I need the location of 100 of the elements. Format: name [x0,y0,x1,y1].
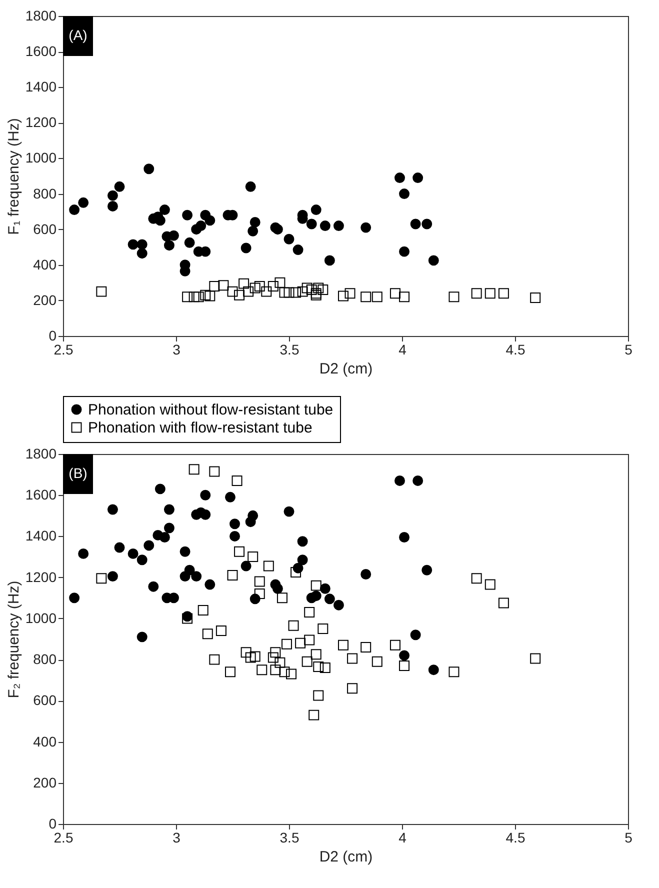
point [310,580,322,591]
point [310,649,322,660]
point [448,666,460,678]
point [144,164,154,174]
point [238,278,250,289]
point [78,197,89,208]
point [372,656,382,667]
y-axis-title: F₁ frequency (Hz) [5,118,22,235]
y-tick-label: 1400 [25,528,57,544]
point [159,204,170,216]
point [530,653,541,664]
point [324,594,335,604]
point [184,237,195,248]
point [347,653,358,664]
point [274,657,286,668]
point [306,284,317,296]
y-tick-label: 800 [33,185,57,202]
point [310,204,322,216]
point [218,280,229,291]
point [302,282,312,294]
point [333,600,344,610]
y-tick-label: 800 [33,651,57,668]
x-axis-title: D2 (cm) [319,848,373,866]
y-tick-label: 1600 [25,486,57,503]
point [180,546,190,557]
x-tick-label: 5 [624,342,633,358]
point [209,280,220,292]
point [410,630,421,640]
point [202,628,213,640]
point [107,190,118,201]
point [209,654,220,665]
point [196,220,206,232]
point [182,210,193,220]
point [240,647,252,658]
y-tick-label: 600 [33,692,57,708]
y-tick-label: 1000 [25,610,57,626]
point [159,532,170,542]
y-tick-label: 0 [48,816,57,832]
point [412,172,424,184]
y-tick-label: 200 [33,774,57,790]
point [154,215,166,226]
point [234,290,245,300]
point [200,490,211,500]
x-tick-label: 3.5 [280,342,300,358]
point [188,292,200,302]
point [198,604,208,616]
y-tick-label: 1800 [25,8,57,24]
point [284,506,294,517]
point [484,288,496,299]
x-tick-label: 3 [172,830,181,846]
point [484,579,496,590]
point [107,571,118,582]
point [248,226,258,236]
point [216,626,226,636]
y-tick-label: 200 [33,292,57,308]
y-tick-label: 1400 [25,78,57,95]
point [96,573,107,584]
point [306,218,317,230]
point [279,287,290,298]
point [114,181,125,192]
x-tick-label: 4.5 [506,342,526,358]
y-tick-label: 1200 [25,568,57,585]
x-tick-label: 2.5 [54,830,74,846]
point [234,546,245,557]
point [498,598,509,608]
point [69,592,80,604]
point [320,220,330,232]
point [107,504,118,515]
x-tick-label: 3.5 [280,830,300,846]
point [248,552,258,562]
point [136,248,148,259]
point [276,592,288,604]
y-tick-label: 0 [48,328,57,344]
point [96,286,107,297]
point [136,554,148,566]
point [230,530,240,542]
point [268,280,278,292]
point [250,216,260,228]
point [232,475,242,486]
point [245,181,256,192]
point [209,466,220,477]
point [297,554,308,566]
point [136,239,148,250]
point [471,573,482,584]
y-tick-label: 1000 [25,150,57,166]
point [230,518,240,530]
point [188,464,200,475]
point [530,292,541,304]
point [324,255,335,266]
point [399,660,410,671]
point [292,244,304,256]
point [399,650,410,661]
point [313,690,324,701]
point [428,255,439,266]
point [410,218,421,230]
point [313,282,324,294]
point [290,566,302,578]
point [399,188,410,200]
point [471,288,482,299]
point [184,564,195,576]
